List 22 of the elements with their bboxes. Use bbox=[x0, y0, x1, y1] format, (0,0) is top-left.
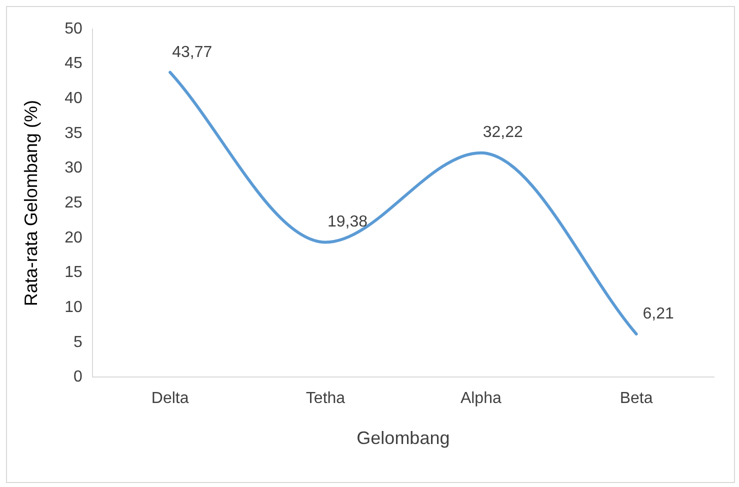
data-label: 43,77 bbox=[172, 44, 212, 61]
data-label: 19,38 bbox=[327, 214, 368, 231]
y-tick-label: 30 bbox=[64, 160, 82, 177]
data-label: 6,21 bbox=[642, 305, 674, 322]
y-tick-label: 10 bbox=[64, 298, 82, 316]
y-tick-label: 45 bbox=[64, 55, 82, 72]
y-tick-label: 20 bbox=[64, 229, 82, 246]
x-tick-label: Alpha bbox=[460, 390, 502, 408]
y-tick-label: 15 bbox=[64, 264, 82, 282]
x-axis-title: Gelombang bbox=[356, 428, 450, 448]
x-tick-label: Delta bbox=[151, 390, 189, 408]
x-tick-label: Beta bbox=[620, 390, 653, 408]
data-label: 32,22 bbox=[482, 124, 524, 142]
y-axis-title: Rata-rata Gelombang (%) bbox=[20, 100, 41, 306]
y-tick-label: 40 bbox=[64, 90, 82, 108]
y-tick-label: 0 bbox=[73, 368, 82, 386]
y-tick-label: 5 bbox=[73, 334, 82, 351]
y-tick-label: 50 bbox=[64, 20, 82, 38]
line-series bbox=[168, 70, 638, 336]
x-tick-label: Tetha bbox=[306, 390, 346, 408]
y-tick-label: 35 bbox=[64, 124, 82, 142]
y-tick-label: 25 bbox=[64, 194, 82, 212]
